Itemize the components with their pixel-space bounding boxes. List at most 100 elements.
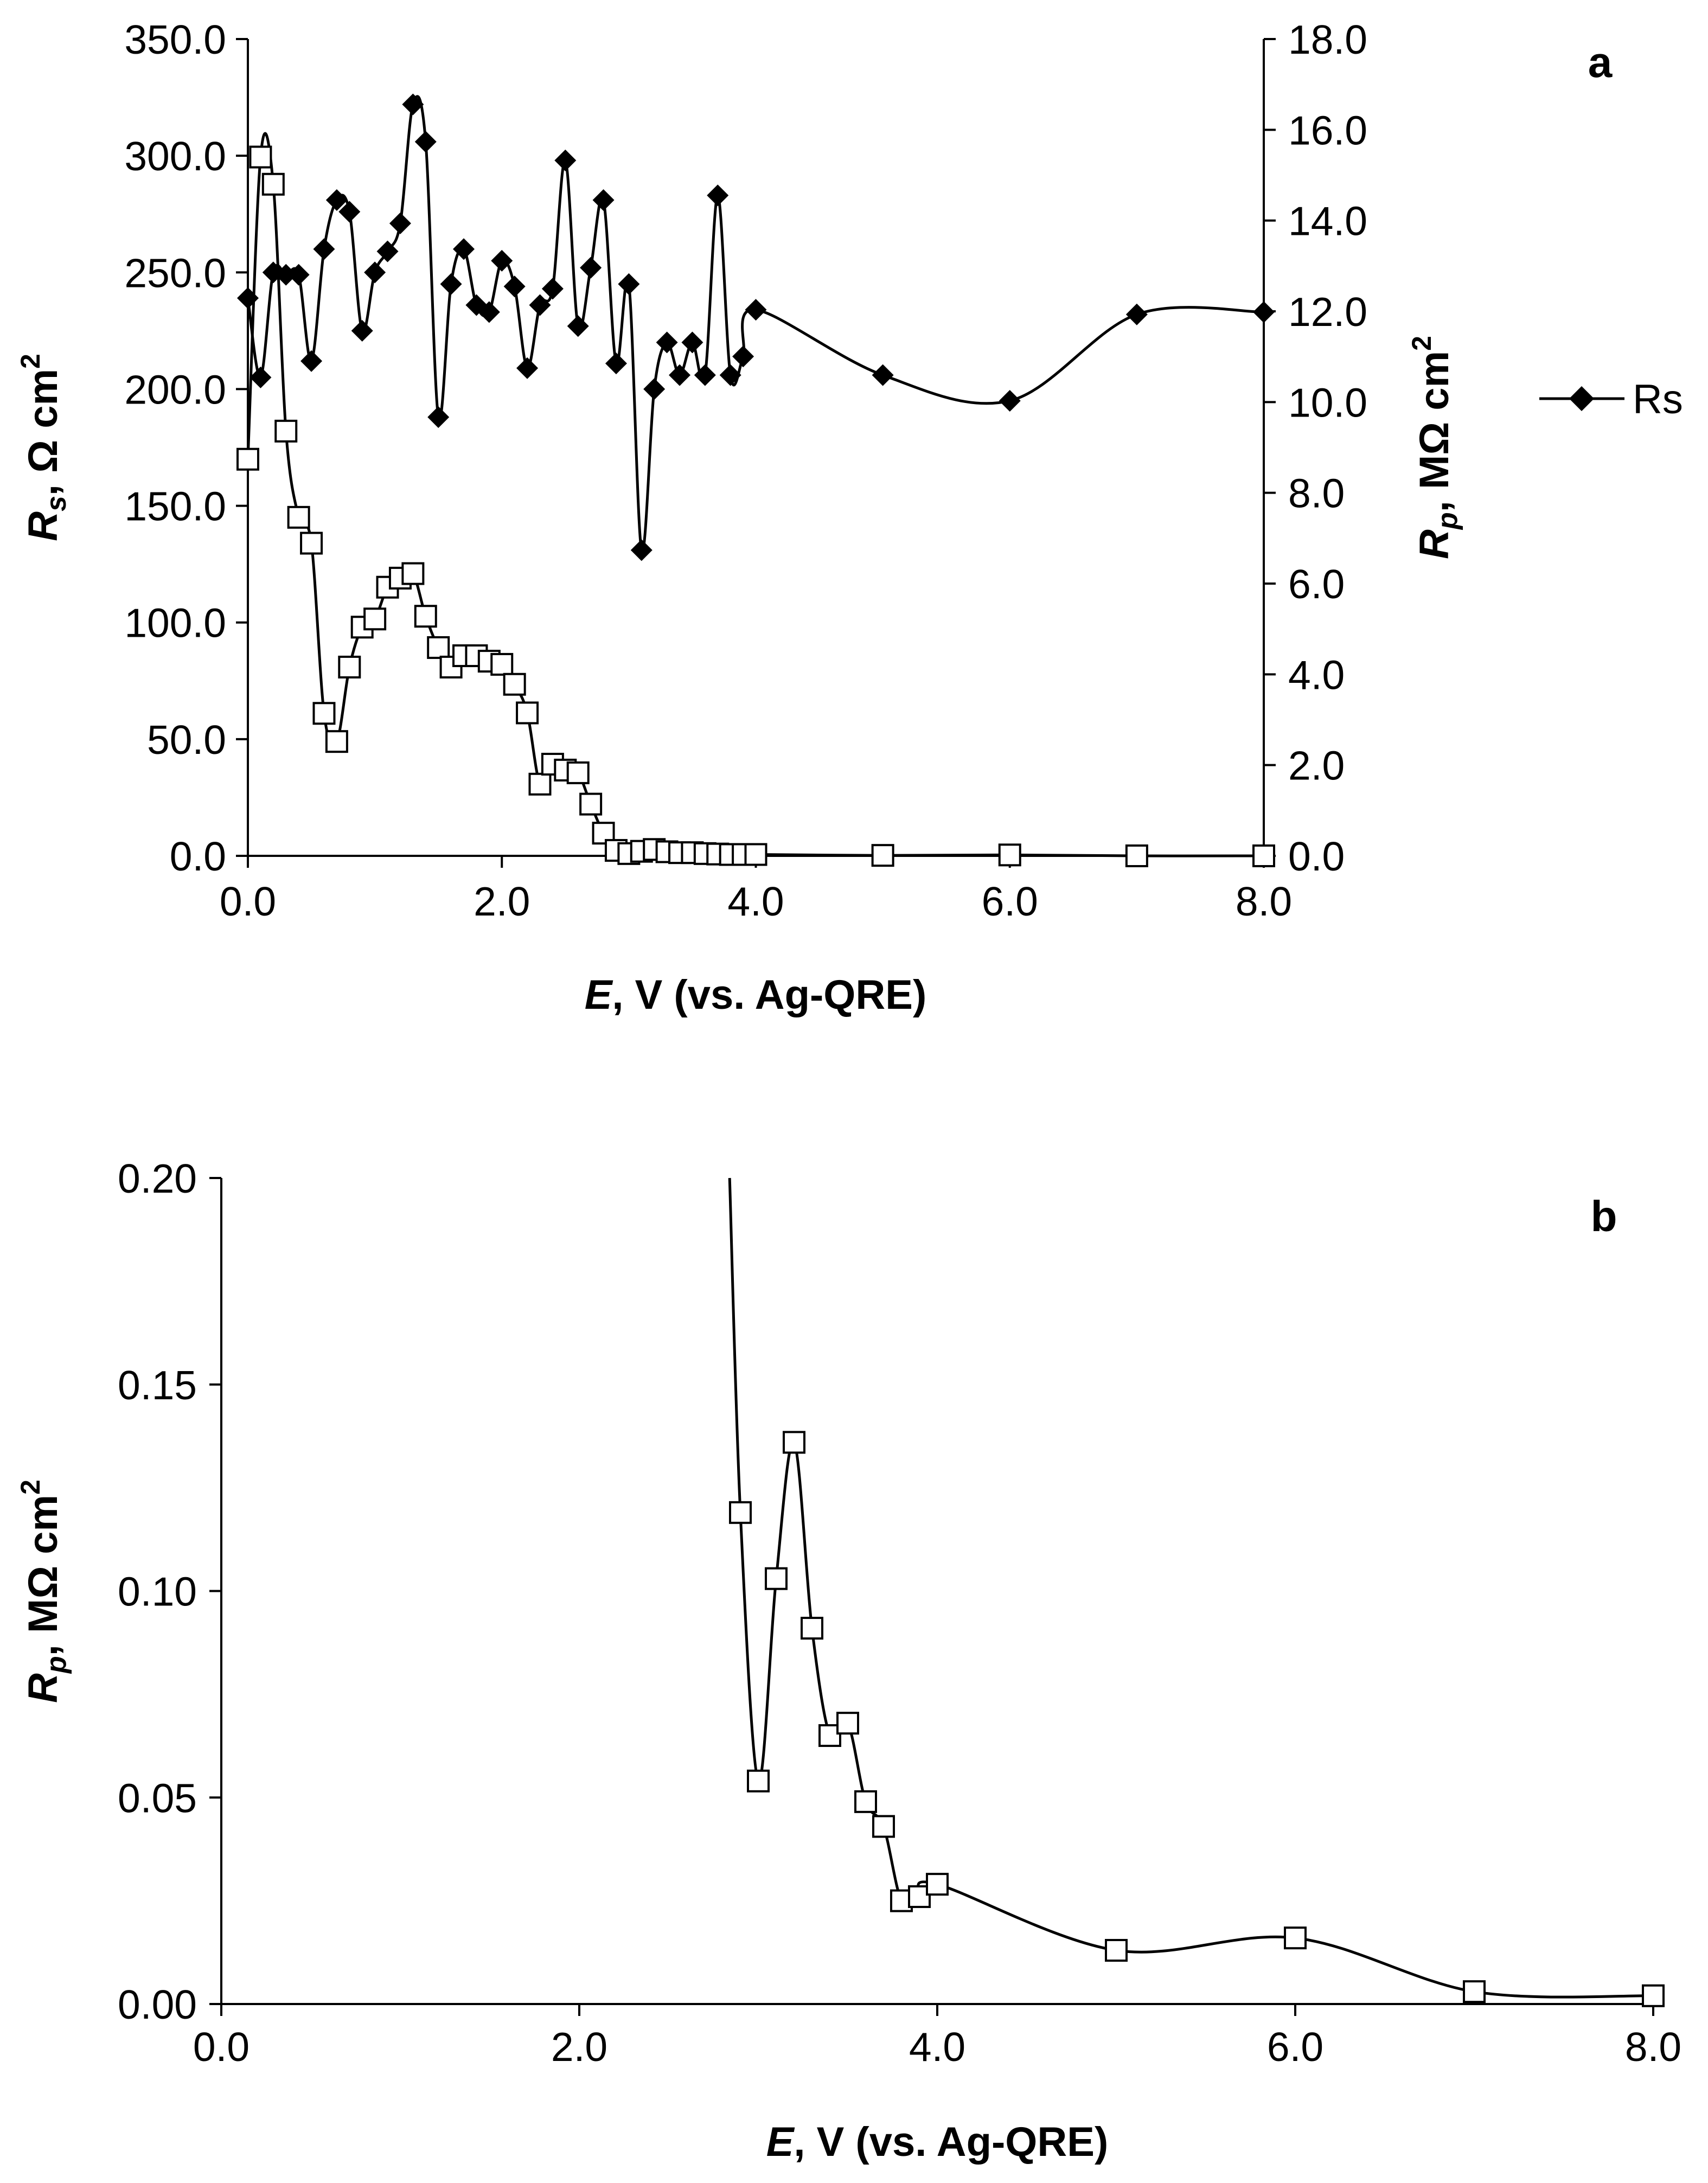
rs-data-point [313,238,335,260]
panel-b-rp-data-point [1105,1939,1128,1962]
panel-b-x-tick-label: 0.0 [193,2024,250,2070]
panel-b-rp-data-point [854,1790,877,1813]
rp-data-point [236,447,259,471]
rs-data-point [554,149,577,171]
panel-b-rp-series-markers [729,1431,1665,2007]
rp-data-point [579,792,603,816]
panel-b-y-tick-label: 0.00 [118,1982,197,2027]
panel-a-right-tick-label: 16.0 [1288,107,1367,153]
panel-a-left-tick-label: 300.0 [124,133,226,179]
panel-b-chart: 0.00 0.05 0.10 0.15 0.20 0.0 2.0 4.0 6.0 8.0 b E… [15,1156,1681,2165]
panel-a-x-tick-label: 8.0 [1236,879,1292,924]
rs-data-point [427,406,450,428]
rs-data-point [732,345,754,368]
panel-b-y-tick-label: 0.10 [118,1569,197,1615]
rs-data-point [338,201,361,223]
panel-a-left-tick-label: 50.0 [147,717,226,763]
rp-data-point [871,844,894,867]
rs-data-point [516,357,539,379]
rs-data-point [999,389,1021,412]
panel-a-right-tick-label: 14.0 [1288,199,1367,244]
panel-b-rp-data-point [801,1617,823,1640]
panel-b-rp-data-point [836,1712,859,1735]
rs-data-point [643,378,666,400]
rp-data-point [312,702,336,725]
panel-a-left-tick-label: 250.0 [124,250,226,296]
panel-a-x-tick-label: 2.0 [474,879,530,924]
rp-data-point [490,652,514,676]
legend-rs-marker [1569,386,1594,411]
rs-series-line [246,95,1264,553]
panel-a-x-tick-label: 6.0 [982,879,1038,924]
rp-data-point [287,505,310,529]
panel-a-chart: 0.0 50.0 100.0 150.0 200.0 250.0 300.0 350.0 0.… [15,17,1683,1018]
rp-data-point [300,532,323,555]
rs-data-point [707,184,729,207]
panel-b-x-tick-label: 6.0 [1267,2024,1323,2070]
rs-data-point [250,366,272,388]
panel-a-legend: Rs [1539,376,1683,422]
rp-data-point [516,701,539,725]
rs-data-point [541,278,564,300]
rs-data-point [529,294,551,316]
rp-data-point [566,761,590,784]
legend-rs-label: Rs [1633,376,1683,422]
panel-a-right-tick-label: 6.0 [1288,561,1345,607]
rp-data-point [427,636,450,659]
rp-data-point [274,419,298,443]
panel-a-left-tick-labels: 0.0 50.0 100.0 150.0 200.0 250.0 300.0 350.0 [124,17,226,879]
panel-b-x-tick-label: 4.0 [909,2024,965,2070]
panel-b-rp-data-point [926,1873,949,1896]
rs-data-point [719,364,741,386]
panel-b-rp-data-point [729,1501,752,1524]
rp-data-point [325,730,348,753]
rs-data-point [275,264,297,286]
panel-a-left-tick-label: 100.0 [124,600,226,646]
rs-data-point [300,350,323,372]
panel-a-right-tick-label: 10.0 [1288,380,1367,425]
rp-data-point [1125,844,1148,867]
panel-a-right-axis-title: Rp, MΩ cm2 [1406,336,1463,559]
rs-data-point [440,273,462,295]
rp-data-point [338,655,361,678]
rs-data-point [491,249,513,272]
rp-data-point [998,843,1021,867]
panel-a-left-tick-label: 200.0 [124,367,226,412]
rp-data-point [528,772,552,796]
rs-data-point [453,238,475,260]
panel-b-label: b [1591,1192,1617,1240]
rs-series-markers [237,93,1275,561]
panel-a-left-tick-label: 350.0 [124,17,226,62]
panel-a-x-tick-label: 4.0 [727,879,784,924]
rs-data-point [1125,303,1148,325]
panel-a-x-tick-labels: 0.0 2.0 4.0 6.0 8.0 [220,879,1292,924]
rs-data-point [580,257,602,279]
rs-data-point [630,539,653,561]
panel-b-rp-data-point [765,1567,788,1590]
panel-b-y-tick-labels: 0.00 0.05 0.10 0.15 0.20 [118,1156,197,2027]
rs-data-point [694,364,716,386]
panel-b-x-axis-title: E, V (vs. Ag-QRE) [766,2119,1109,2165]
panel-b-x-tick-label: 2.0 [551,2024,607,2070]
panel-b-x-tick-labels: 0.0 2.0 4.0 6.0 8.0 [193,2024,1681,2070]
panel-b-rp-data-point [1463,1980,1486,2003]
rs-data-point [605,353,627,375]
rs-data-point [351,319,373,342]
rp-data-point [261,172,285,196]
rs-data-point [592,189,615,211]
panel-b-rp-data-point [783,1431,805,1454]
panel-b-rp-data-point [747,1769,770,1793]
rs-data-point [237,287,259,309]
panel-a-right-tick-label: 8.0 [1288,471,1345,516]
rs-data-point [478,301,500,323]
panel-a-right-tick-label: 0.0 [1288,834,1345,879]
rp-data-point [363,607,387,631]
panel-a-right-tick-label: 12.0 [1288,289,1367,335]
rs-data-point [618,273,640,295]
rs-data-point [669,364,691,386]
panel-b-rp-data-point [1642,1984,1665,2007]
panel-b-y-tick-label: 0.15 [118,1362,197,1408]
rp-series-line [246,132,1264,857]
panel-a-right-tick-label: 18.0 [1288,17,1367,62]
rp-data-point [1252,844,1275,867]
